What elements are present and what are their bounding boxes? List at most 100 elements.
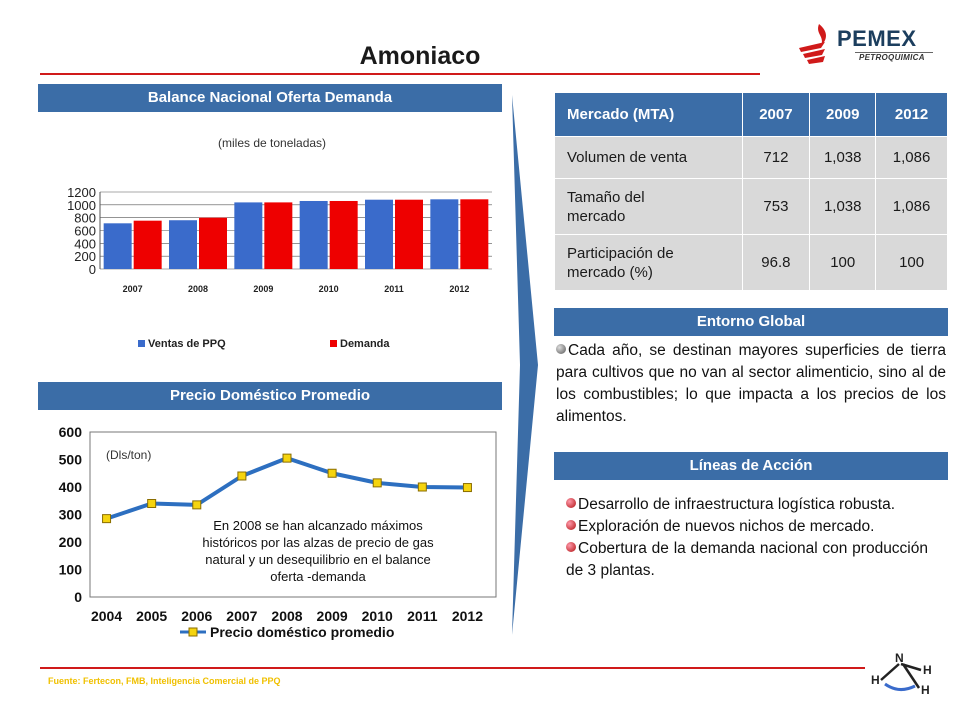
balance-units: (miles de toneladas) <box>218 136 327 150</box>
y-tick-label: 200 <box>59 534 83 550</box>
page-title: Amoniaco <box>359 42 481 70</box>
table-row: Tamaño del mercado 753 1,038 1,086 <box>554 178 948 235</box>
bar <box>329 200 358 269</box>
legend-swatch <box>330 340 337 347</box>
x-tick-label: 2005 <box>136 608 167 624</box>
legend-label: Demanda <box>340 338 390 350</box>
list-item-text: Desarrollo de infraestructura logística … <box>578 496 896 513</box>
entorno-paragraph: Cada año, se destinan mayores superficie… <box>556 340 946 428</box>
legend-label: Precio doméstico promedio <box>210 624 394 640</box>
table-header-row: Mercado (MTA) 2007 2009 2012 <box>554 92 948 137</box>
x-tick-label: 2007 <box>226 608 257 624</box>
y-tick-label: 300 <box>59 507 83 523</box>
y-tick-label: 600 <box>59 424 83 440</box>
bar <box>133 220 162 269</box>
bullet-icon <box>556 344 566 354</box>
bar <box>103 223 132 269</box>
bar <box>199 217 227 269</box>
table-cell: 100 <box>809 234 877 291</box>
data-point <box>327 468 337 478</box>
price-line-chart: 0 100 200 300 400 500 600 2004 2005 2006 2007 2008 2… <box>59 424 497 640</box>
row-label-text: Volumen de venta <box>567 149 688 166</box>
y-tick-label: 200 <box>74 249 96 264</box>
row-label: Volumen de venta <box>554 136 743 179</box>
price-header: Precio Doméstico Promedio <box>38 382 502 410</box>
bar <box>430 199 459 269</box>
bar <box>234 202 263 269</box>
logo-subtitle: PETROQUIMICA <box>859 53 925 62</box>
acciones-header: Líneas de Acción <box>554 452 948 480</box>
svg-text:N: N <box>895 651 904 665</box>
table-header-cell: 2007 <box>741 92 811 137</box>
y-tick-label: 600 <box>74 224 96 239</box>
x-tick-label: 2008 <box>271 608 302 624</box>
x-tick-label: 2012 <box>449 284 469 294</box>
y-tick-label: 1000 <box>67 198 96 213</box>
data-point <box>102 514 112 524</box>
legend-label: Ventas de PPQ <box>148 338 226 350</box>
bar <box>299 200 328 269</box>
footer-source: Fuente: Fertecon, FMB, Inteligencia Come… <box>48 676 281 686</box>
y-tick-label: 400 <box>59 479 83 495</box>
y-tick-label: 500 <box>59 452 83 468</box>
data-point <box>417 482 427 492</box>
list-item: Cobertura de la demanda nacional con pro… <box>566 538 928 582</box>
list-item: Desarrollo de infraestructura logística … <box>566 494 928 516</box>
price-units: (Dls/ton) <box>106 448 152 462</box>
chevron-divider-icon <box>512 95 538 635</box>
svg-text:H: H <box>921 683 930 697</box>
logo-divider <box>855 52 933 53</box>
row-label: Participación de mercado (%) <box>554 234 743 291</box>
x-tick-label: 2012 <box>452 608 483 624</box>
data-point <box>237 471 247 481</box>
bar <box>460 199 489 269</box>
table-cell: 1,038 <box>809 136 877 179</box>
y-tick-label: 0 <box>89 262 96 277</box>
table-header-cell: Mercado (MTA) <box>554 92 743 137</box>
y-tick-label: 100 <box>59 562 83 578</box>
entorno-text: Cada año, se destinan mayores superficie… <box>556 342 946 425</box>
x-tick-label: 2004 <box>91 608 122 624</box>
data-point <box>282 453 292 463</box>
x-tick-label: 2008 <box>188 284 208 294</box>
annotation-line: En 2008 se han alcanzado máximos <box>213 518 423 533</box>
bullet-icon <box>566 498 576 508</box>
table-cell: 1,038 <box>809 178 877 235</box>
annotation-line: oferta -demanda <box>270 569 366 584</box>
pemex-logo: PEMEX PETROQUIMICA <box>795 20 935 70</box>
x-tick-label: 2011 <box>384 284 404 294</box>
ammonia-molecule-icon: N H H H <box>865 648 937 700</box>
svg-text:H: H <box>923 663 932 677</box>
acciones-list: Desarrollo de infraestructura logística … <box>566 494 928 582</box>
table-cell: 96.8 <box>741 234 811 291</box>
data-point <box>192 500 202 510</box>
list-item-text: Cobertura de la demanda nacional con pro… <box>566 540 928 579</box>
price-annotation: En 2008 se han alcanzado máximos históri… <box>168 517 468 585</box>
legend-swatch <box>138 340 145 347</box>
footer-divider <box>40 667 866 669</box>
table-row: Participación de mercado (%) 96.8 100 100 <box>554 234 948 291</box>
table-row: Volumen de venta 712 1,038 1,086 <box>554 136 948 179</box>
x-tick-label: 2009 <box>317 608 348 624</box>
svg-text:H: H <box>871 673 880 687</box>
annotation-line: natural y un desequilibrio en el balance <box>205 552 431 567</box>
data-point <box>462 483 472 493</box>
list-item-text: Exploración de nuevos nichos de mercado. <box>578 518 875 535</box>
list-item: Exploración de nuevos nichos de mercado. <box>566 516 928 538</box>
legend-marker <box>188 627 198 637</box>
bar <box>365 199 393 269</box>
bar <box>264 202 293 269</box>
bar <box>169 220 197 269</box>
y-tick-label: 0 <box>74 589 82 605</box>
y-tick-label: 400 <box>74 236 96 251</box>
annotation-line: históricos por las alzas de precio de ga… <box>202 535 434 550</box>
row-label-text: mercado <box>567 207 626 225</box>
table-header-cell: 2009 <box>809 92 877 137</box>
table-header-cell: 2012 <box>875 92 948 137</box>
balance-header: Balance Nacional Oferta Demanda <box>38 84 502 112</box>
table-cell: 1,086 <box>875 136 948 179</box>
table-cell: 712 <box>741 136 811 179</box>
table-cell: 753 <box>741 178 811 235</box>
table-cell: 100 <box>875 234 948 291</box>
